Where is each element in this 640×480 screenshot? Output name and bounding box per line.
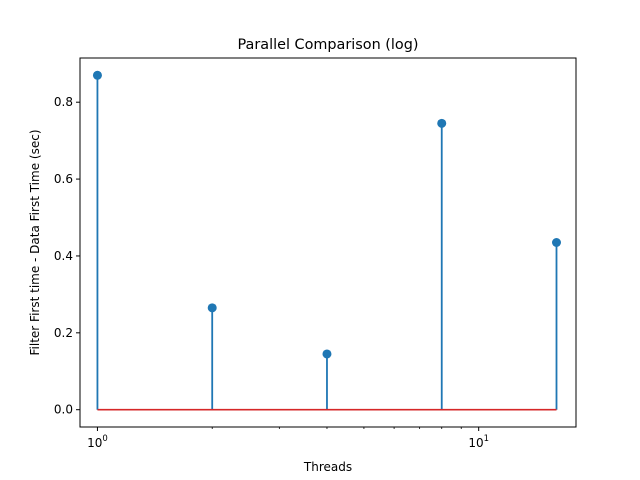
y-tick-label: 0.0 (54, 403, 73, 417)
y-axis-label: Filter First time - Data First Time (sec… (28, 130, 42, 356)
stem-marker (92, 70, 102, 80)
x-tick-label: 101 (468, 434, 489, 450)
stem-marker (551, 238, 561, 247)
chart-title: Parallel Comparison (log) (238, 37, 419, 53)
stem-marker (437, 118, 447, 128)
x-tick-label: 100 (87, 434, 108, 450)
stem-marker (207, 303, 217, 313)
stem-marker (322, 349, 332, 359)
y-tick-label: 0.6 (54, 172, 73, 186)
y-tick-label: 0.4 (54, 249, 73, 263)
plot-area (92, 70, 561, 411)
y-axis-ticks: 0.0 0.2 0.4 0.6 0.8 (54, 95, 80, 417)
y-tick-label: 0.2 (54, 326, 73, 340)
x-axis-label: Threads (303, 460, 352, 474)
y-tick-label: 0.8 (54, 95, 73, 109)
axes-frame (79, 57, 577, 428)
x-axis-ticks: 100 101 (87, 427, 489, 450)
